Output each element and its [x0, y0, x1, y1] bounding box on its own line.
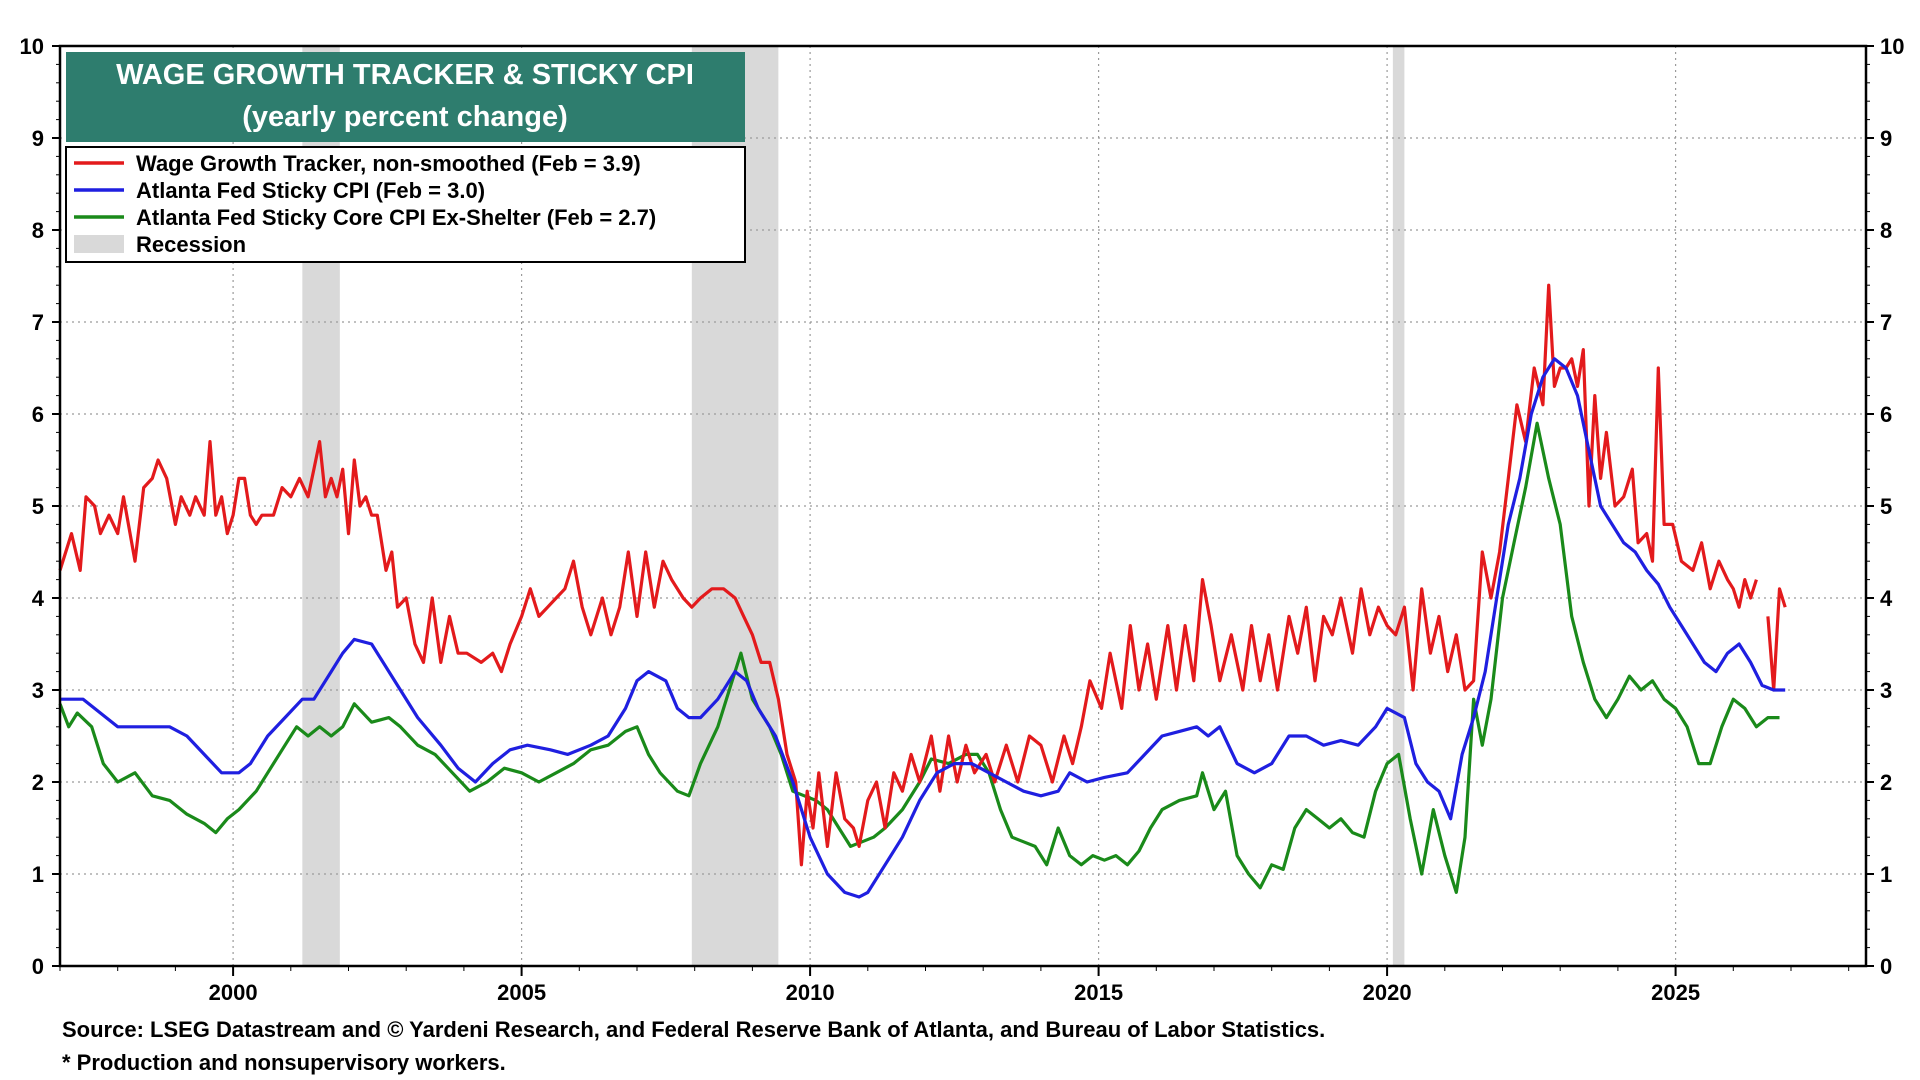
legend-box — [65, 146, 746, 263]
y-tick-label-right: 6 — [1880, 402, 1892, 427]
legend-label: Wage Growth Tracker, non-smoothed (Feb =… — [136, 151, 641, 176]
x-tick-label: 2025 — [1651, 980, 1700, 1000]
y-tick-label-right: 5 — [1880, 494, 1892, 519]
chart-title: WAGE GROWTH TRACKER & STICKY CPI — [116, 59, 694, 91]
y-tick-label-left: 4 — [32, 586, 45, 611]
x-tick-label: 2000 — [209, 980, 258, 1000]
x-tick-label: 2015 — [1074, 980, 1123, 1000]
y-tick-label-right: 3 — [1880, 678, 1892, 703]
y-tick-label-right: 10 — [1880, 34, 1904, 59]
x-tick-label: 2010 — [786, 980, 835, 1000]
y-tick-label-right: 1 — [1880, 862, 1892, 887]
y-tick-label-left: 0 — [32, 954, 44, 979]
x-tick-label: 2020 — [1363, 980, 1412, 1000]
y-tick-label-right: 4 — [1880, 586, 1893, 611]
y-tick-label-left: 6 — [32, 402, 44, 427]
series-line-sticky-cpi — [60, 357, 1786, 899]
y-tick-label-right: 8 — [1880, 218, 1892, 243]
series-lines — [58, 283, 1787, 899]
footnote: * Production and nonsupervisory workers. — [62, 1050, 506, 1075]
chart: 0 0 1 1 2 2 3 3 4 4 5 5 6 6 7 7 8 8 9 9 10 10 2000 2005 2010 2015… — [20, 34, 1905, 1000]
series-line-wage-growth — [58, 283, 1758, 867]
legend-swatch-box — [74, 235, 124, 253]
y-tick-label-left: 10 — [20, 34, 44, 59]
y-tick-label-right: 0 — [1880, 954, 1892, 979]
y-tick-label-right: 2 — [1880, 770, 1892, 795]
legend-label: Atlanta Fed Sticky Core CPI Ex-Shelter (… — [136, 205, 656, 230]
legend-label: Atlanta Fed Sticky CPI (Feb = 3.0) — [136, 178, 485, 203]
legend-label: Recession — [136, 232, 246, 257]
title-background — [66, 52, 745, 142]
y-tick-label-right: 9 — [1880, 126, 1892, 151]
legend: Wage Growth Tracker, non-smoothed (Feb =… — [65, 146, 746, 263]
source-note: Source: LSEG Datastream and © Yardeni Re… — [62, 1017, 1326, 1042]
x-tick-label: 2005 — [497, 980, 546, 1000]
y-tick-label-left: 2 — [32, 770, 44, 795]
chart-subtitle: (yearly percent change) — [242, 101, 568, 133]
series-line-wage-growth-latest — [1766, 587, 1787, 692]
y-tick-label-left: 7 — [32, 310, 44, 335]
y-tick-label-left: 1 — [32, 862, 44, 887]
y-tick-label-left: 5 — [32, 494, 44, 519]
y-tick-label-left: 3 — [32, 678, 44, 703]
title-box: WAGE GROWTH TRACKER & STICKY CPI (yearly… — [66, 52, 745, 142]
axes: 0 0 1 1 2 2 3 3 4 4 5 5 6 6 7 7 8 8 9 9 10 10 2000 2005 2010 2015… — [20, 34, 1905, 1000]
y-tick-label-left: 8 — [32, 218, 44, 243]
y-tick-label-right: 7 — [1880, 310, 1892, 335]
y-tick-label-left: 9 — [32, 126, 44, 151]
series-line-sticky-core-ex-shelter — [58, 421, 1780, 894]
